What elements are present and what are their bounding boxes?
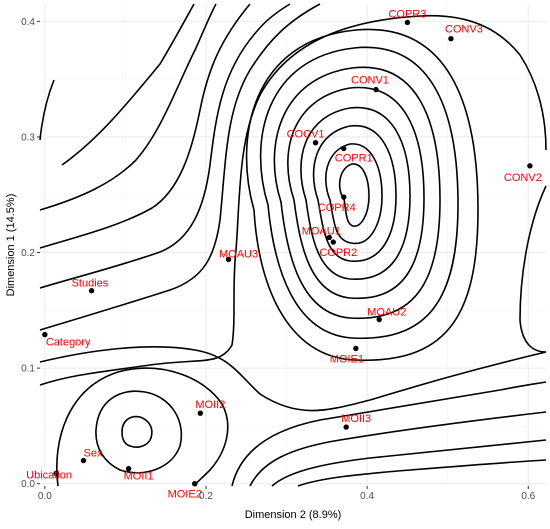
label-moie2: MOIE2 [168, 489, 202, 501]
contour-peak-6 [273, 66, 441, 319]
y-tick-label: 0.3 [21, 132, 35, 143]
y-axis: 0.0 0.1 0.2 0.3 0.4 [21, 17, 40, 490]
label-conv3: CONV3 [445, 24, 483, 36]
label-moau3: MOAU3 [219, 248, 258, 260]
x-tick-label: 0.2 [199, 491, 213, 502]
label-copr3: COPR3 [388, 8, 426, 20]
point-moii1 [125, 465, 132, 472]
point-copr3 [404, 19, 411, 26]
label-copr2: COPR2 [319, 247, 357, 259]
point-moii3 [343, 424, 349, 430]
y-tick-label: 0.0 [21, 479, 35, 490]
contour-low-1 [121, 415, 153, 448]
label-moii1: MOII1 [124, 471, 154, 483]
point-copr1 [341, 145, 347, 152]
point-sex [80, 457, 87, 464]
contour-low-6 [249, 411, 547, 487]
point-studies [88, 287, 95, 294]
point-moii2 [197, 410, 204, 416]
point-labels: COPR3 CONV3 CONV1 COCV1 COPR1 CONV2 COPR4 MOAU1… [26, 8, 542, 500]
x-axis: 0.0 0.2 0.4 0.6 [38, 486, 536, 502]
x-axis-title: Dimension 2 (8.9%) [245, 509, 342, 521]
label-moie1: MOIE1 [330, 353, 364, 365]
contour-peak-2 [325, 143, 383, 245]
contour-ridge-3 [39, 3, 291, 289]
contour-ridge-4 [39, 3, 251, 249]
contour-peak-4 [300, 106, 411, 280]
label-studies: Studies [72, 278, 109, 290]
point-copr4 [341, 194, 347, 200]
contour-low-2 [95, 390, 183, 474]
contour-low-4 [39, 346, 547, 412]
y-tick-label: 0.2 [21, 248, 35, 259]
contour-low-3 [56, 367, 229, 487]
contour-ridge-2 [39, 3, 321, 331]
contour-peak-7 [259, 46, 459, 339]
label-conv2: CONV2 [504, 172, 542, 184]
x-tick-label: 0.0 [38, 491, 52, 502]
label-cocv1: COCV1 [287, 129, 325, 141]
point-cocv1 [312, 140, 319, 146]
point-conv1 [373, 86, 379, 93]
contour-peak-5 [287, 86, 425, 300]
contour-low-8 [297, 459, 547, 487]
y-tick-label: 0.4 [21, 17, 35, 28]
label-moii2: MOII2 [195, 399, 225, 411]
y-axis-title: Dimension 1 (14.5%) [5, 194, 17, 297]
contour-peak-3 [312, 124, 397, 262]
contour-ridge-5 [39, 3, 217, 211]
point-moau3 [225, 256, 232, 263]
contour-peak-8 [245, 28, 479, 361]
label-sex: Sex [84, 448, 103, 460]
contour-peak-1 [338, 163, 370, 227]
label-conv1: CONV1 [351, 75, 389, 87]
label-category: Category [46, 337, 91, 349]
x-tick-label: 0.4 [360, 491, 374, 502]
contour-low-5 [231, 381, 547, 487]
label-moau2: MOAU2 [367, 307, 406, 319]
point-conv3 [448, 35, 454, 42]
contour-low-7 [271, 439, 547, 487]
point-conv2 [527, 163, 533, 169]
label-copr4: COPR4 [318, 202, 356, 214]
density-contours [39, 3, 547, 487]
label-copr1: COPR1 [335, 152, 373, 164]
contour-ridge-6 [61, 3, 195, 166]
label-moau1: MOAU1 [302, 225, 341, 237]
x-tick-label: 0.6 [521, 491, 535, 502]
contour-low-9 [39, 79, 55, 141]
point-moau1 [326, 234, 332, 241]
data-points [42, 19, 533, 487]
contour-ridge-1 [39, 14, 547, 386]
label-ubication: Ubication [26, 469, 72, 481]
label-moii3: MOII3 [341, 413, 371, 425]
point-copr2 [330, 239, 336, 245]
point-category [42, 331, 48, 338]
contour-right-edge [519, 185, 547, 353]
y-tick-label: 0.1 [21, 364, 35, 375]
point-ubication [53, 470, 59, 476]
point-moie2 [192, 480, 198, 487]
point-moie1 [353, 345, 359, 352]
point-moau2 [376, 316, 382, 323]
plot-panel [40, 4, 546, 486]
